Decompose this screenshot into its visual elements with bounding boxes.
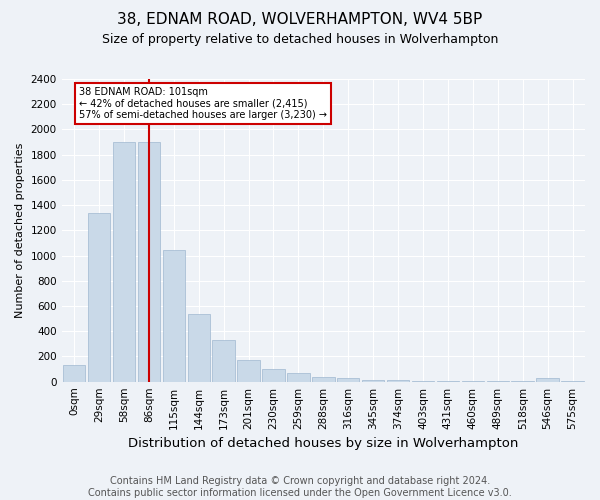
Bar xyxy=(412,381,434,382)
Bar xyxy=(163,250,185,382)
Y-axis label: Number of detached properties: Number of detached properties xyxy=(15,142,25,318)
Bar xyxy=(137,142,160,382)
Bar xyxy=(63,366,85,382)
Text: 38 EDNAM ROAD: 101sqm
← 42% of detached houses are smaller (2,415)
57% of semi-d: 38 EDNAM ROAD: 101sqm ← 42% of detached … xyxy=(79,86,327,120)
Bar xyxy=(287,374,310,382)
Bar xyxy=(238,360,260,382)
X-axis label: Distribution of detached houses by size in Wolverhampton: Distribution of detached houses by size … xyxy=(128,437,518,450)
Text: Size of property relative to detached houses in Wolverhampton: Size of property relative to detached ho… xyxy=(102,32,498,46)
Bar xyxy=(536,378,559,382)
Text: Contains HM Land Registry data © Crown copyright and database right 2024.
Contai: Contains HM Land Registry data © Crown c… xyxy=(88,476,512,498)
Bar xyxy=(387,380,409,382)
Bar xyxy=(262,369,285,382)
Bar xyxy=(362,380,385,382)
Bar xyxy=(188,314,210,382)
Bar xyxy=(212,340,235,382)
Bar xyxy=(88,212,110,382)
Bar xyxy=(437,381,459,382)
Bar xyxy=(312,376,335,382)
Bar xyxy=(113,142,135,382)
Bar xyxy=(337,378,359,382)
Text: 38, EDNAM ROAD, WOLVERHAMPTON, WV4 5BP: 38, EDNAM ROAD, WOLVERHAMPTON, WV4 5BP xyxy=(118,12,482,28)
